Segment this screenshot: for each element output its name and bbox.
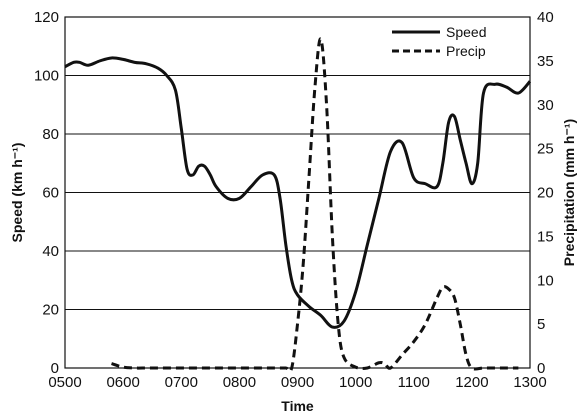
right-tick-label: 30	[537, 97, 554, 114]
x-tick-label: 0900	[281, 374, 314, 391]
right-tick-label: 40	[537, 9, 554, 26]
plot-frame	[64, 16, 531, 369]
left-axis-title: Speed (km h⁻¹)	[9, 143, 25, 243]
left-tick-label: 100	[34, 68, 59, 85]
right-tick-label: 35	[537, 53, 554, 70]
x-tick-label: 0700	[165, 374, 198, 391]
right-tick-label: 20	[537, 185, 554, 202]
right-tick-label: 5	[537, 316, 545, 333]
legend-label-precip: Precip	[446, 43, 486, 59]
left-tick-label: 20	[42, 302, 59, 319]
grid-lines	[65, 75, 530, 310]
left-tick-label: 60	[42, 185, 59, 202]
series-line-speed	[64, 56, 532, 329]
x-tick-label: 0600	[106, 374, 139, 391]
right-tick-label: 10	[537, 272, 554, 289]
series-line-precip	[111, 37, 519, 373]
right-axis-title: Precipitation (mm h⁻¹)	[561, 119, 577, 266]
left-tick-label: 0	[51, 360, 59, 377]
x-tick-label: 1000	[339, 374, 372, 391]
right-tick-label: 0	[537, 360, 545, 377]
left-tick-label: 80	[42, 126, 59, 143]
legend-label-speed: Speed	[446, 24, 486, 40]
left-tick-label: 120	[34, 9, 59, 26]
x-tick-label: 1200	[455, 374, 488, 391]
series-layer	[64, 37, 532, 373]
x-tick-label: 0500	[48, 374, 81, 391]
x-tick-label: 1300	[513, 374, 546, 391]
x-axis-title: Time	[281, 398, 314, 414]
x-tick-label: 1100	[398, 374, 430, 391]
x-tick-label: 0800	[223, 374, 256, 391]
left-tick-label: 40	[42, 243, 59, 260]
right-tick-label: 15	[537, 228, 554, 245]
legend: Speed Precip	[392, 24, 486, 59]
right-tick-label: 25	[537, 141, 554, 158]
